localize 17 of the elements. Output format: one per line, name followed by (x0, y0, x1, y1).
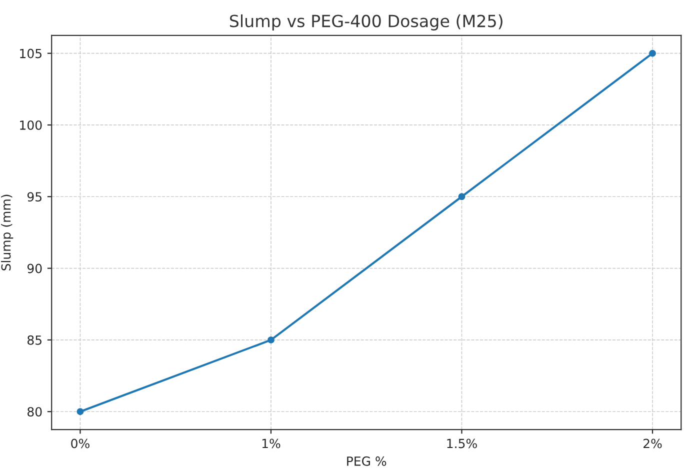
x-tick-label: 1% (262, 438, 280, 448)
x-axis-title: PEG % (347, 456, 386, 466)
y-tick-label: 85 (28, 335, 42, 345)
y-tick-label: 95 (27, 192, 42, 202)
point (458, 193, 466, 200)
x-tick-label: 1.5% (447, 438, 477, 448)
y-tick-label: 100 (20, 120, 42, 130)
y-tick-label: 105 (20, 48, 42, 58)
point (649, 50, 656, 57)
point (268, 336, 274, 344)
point (76, 408, 84, 416)
y-tick-label: 90 (27, 264, 42, 274)
y-tick-label: 80 (28, 407, 42, 417)
y-axis-title: Slump (mm) (1, 194, 14, 270)
x-tick-label: 2% (644, 438, 662, 448)
x-tick-label: 0% (71, 438, 90, 448)
chart-title: Slump vs PEG-400 Dosage (M25) (230, 14, 502, 31)
